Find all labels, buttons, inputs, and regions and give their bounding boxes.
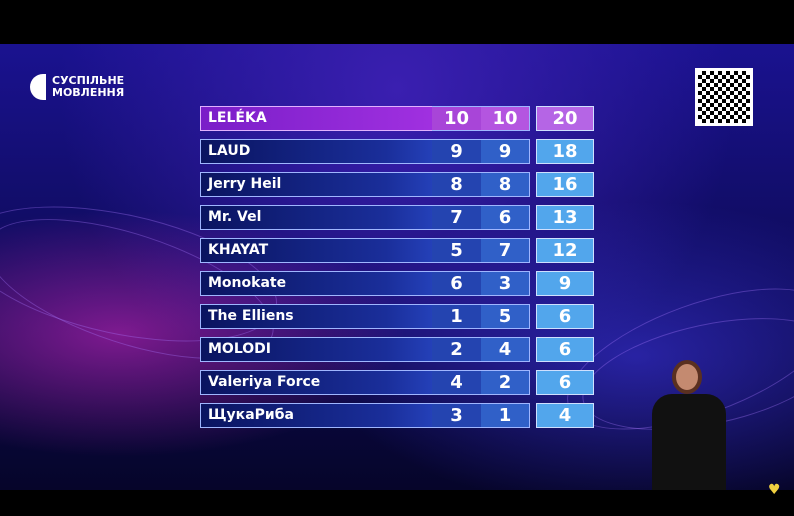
score-jury: 9 xyxy=(432,139,481,164)
score-total: 4 xyxy=(536,403,594,428)
score-jury: 1 xyxy=(432,304,481,329)
score-total: 9 xyxy=(536,271,594,296)
name: The Elliens xyxy=(200,304,432,329)
score-jury: 2 xyxy=(432,337,481,362)
qr-code-icon xyxy=(695,68,753,126)
scoreboard-row: LELÉKA 10 10 20 xyxy=(200,106,594,131)
name: KHAYAT xyxy=(200,238,432,263)
eurovision-heart-icon: ♥ xyxy=(768,482,781,498)
name: ЩукаРиба xyxy=(200,403,432,428)
score-total: 13 xyxy=(536,205,594,230)
scoreboard-row: Jerry Heil 8 8 16 xyxy=(200,172,594,197)
score-audience: 10 xyxy=(481,106,530,131)
scoreboard-row: ЩукаРиба 3 1 4 xyxy=(200,403,594,428)
broadcaster-logo: СУСПІЛЬНЕ МОВЛЕННЯ xyxy=(30,74,124,100)
name: Monokate xyxy=(200,271,432,296)
score-jury: 5 xyxy=(432,238,481,263)
score-audience: 7 xyxy=(481,238,530,263)
score-audience: 8 xyxy=(481,172,530,197)
score-audience: 6 xyxy=(481,205,530,230)
score-audience: 9 xyxy=(481,139,530,164)
score-total: 6 xyxy=(536,370,594,395)
score-jury: 10 xyxy=(432,106,481,131)
sign-language-interpreter xyxy=(648,358,730,490)
score-audience: 5 xyxy=(481,304,530,329)
score-total: 12 xyxy=(536,238,594,263)
name: Valeriya Force xyxy=(200,370,432,395)
logo-line2: МОВЛЕННЯ xyxy=(52,86,125,99)
score-audience: 3 xyxy=(481,271,530,296)
name: LAUD xyxy=(200,139,432,164)
score-audience: 2 xyxy=(481,370,530,395)
name: LELÉKA xyxy=(200,106,432,131)
score-jury: 7 xyxy=(432,205,481,230)
scoreboard-row: Valeriya Force 4 2 6 xyxy=(200,370,594,395)
score-jury: 3 xyxy=(432,403,481,428)
score-audience: 4 xyxy=(481,337,530,362)
score-total: 18 xyxy=(536,139,594,164)
logo-line1: СУСПІЛЬНЕ xyxy=(52,74,125,87)
scoreboard-row: Mr. Vel 7 6 13 xyxy=(200,205,594,230)
name: MOLODI xyxy=(200,337,432,362)
scoreboard-row: Monokate 6 3 9 xyxy=(200,271,594,296)
score-total: 16 xyxy=(536,172,594,197)
name: Mr. Vel xyxy=(200,205,432,230)
name: Jerry Heil xyxy=(200,172,432,197)
score-jury: 4 xyxy=(432,370,481,395)
score-total: 6 xyxy=(536,337,594,362)
scoreboard-row: LAUD 9 9 18 xyxy=(200,139,594,164)
score-total: 6 xyxy=(536,304,594,329)
score-jury: 8 xyxy=(432,172,481,197)
scoreboard-row: MOLODI 2 4 6 xyxy=(200,337,594,362)
score-jury: 6 xyxy=(432,271,481,296)
score-total: 20 xyxy=(536,106,594,131)
score-audience: 1 xyxy=(481,403,530,428)
scoreboard-row: The Elliens 1 5 6 xyxy=(200,304,594,329)
scoreboard-row: KHAYAT 5 7 12 xyxy=(200,238,594,263)
logo-mark-icon xyxy=(30,74,46,100)
